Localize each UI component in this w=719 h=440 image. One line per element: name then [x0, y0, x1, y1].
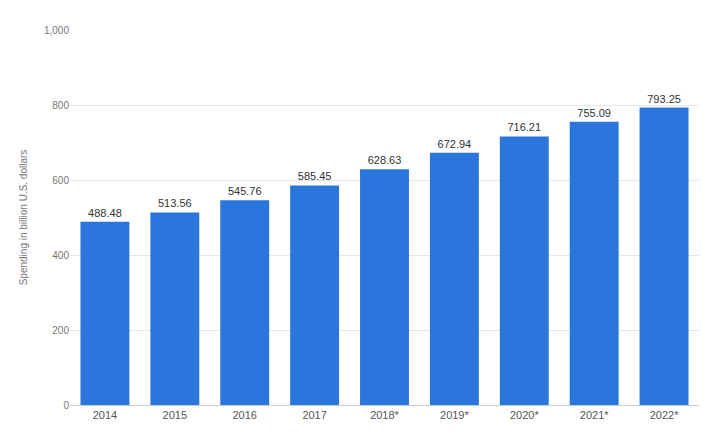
- svg-text:2016: 2016: [232, 409, 256, 421]
- svg-text:672.94: 672.94: [438, 138, 472, 150]
- svg-text:2014: 2014: [93, 409, 117, 421]
- svg-text:Spending in billion U.S. dolla: Spending in billion U.S. dollars: [18, 150, 29, 286]
- svg-text:585.45: 585.45: [298, 170, 332, 182]
- svg-text:0: 0: [63, 400, 69, 411]
- svg-text:2021*: 2021*: [580, 409, 609, 421]
- svg-text:628.63: 628.63: [368, 154, 402, 166]
- svg-text:2020*: 2020*: [510, 409, 539, 421]
- svg-text:2015: 2015: [163, 409, 187, 421]
- svg-text:755.09: 755.09: [577, 107, 611, 119]
- svg-text:400: 400: [52, 250, 69, 261]
- svg-text:2018*: 2018*: [370, 409, 399, 421]
- svg-text:2019*: 2019*: [440, 409, 469, 421]
- svg-text:793.25: 793.25: [647, 93, 681, 105]
- svg-text:2022*: 2022*: [650, 409, 679, 421]
- svg-text:2017: 2017: [302, 409, 326, 421]
- svg-text:800: 800: [52, 100, 69, 111]
- svg-text:545.76: 545.76: [228, 185, 262, 197]
- svg-text:513.56: 513.56: [158, 197, 192, 209]
- svg-text:488.48: 488.48: [88, 207, 122, 219]
- svg-text:716.21: 716.21: [507, 121, 541, 133]
- svg-text:1,000: 1,000: [44, 25, 69, 36]
- svg-text:600: 600: [52, 175, 69, 186]
- svg-text:200: 200: [52, 325, 69, 336]
